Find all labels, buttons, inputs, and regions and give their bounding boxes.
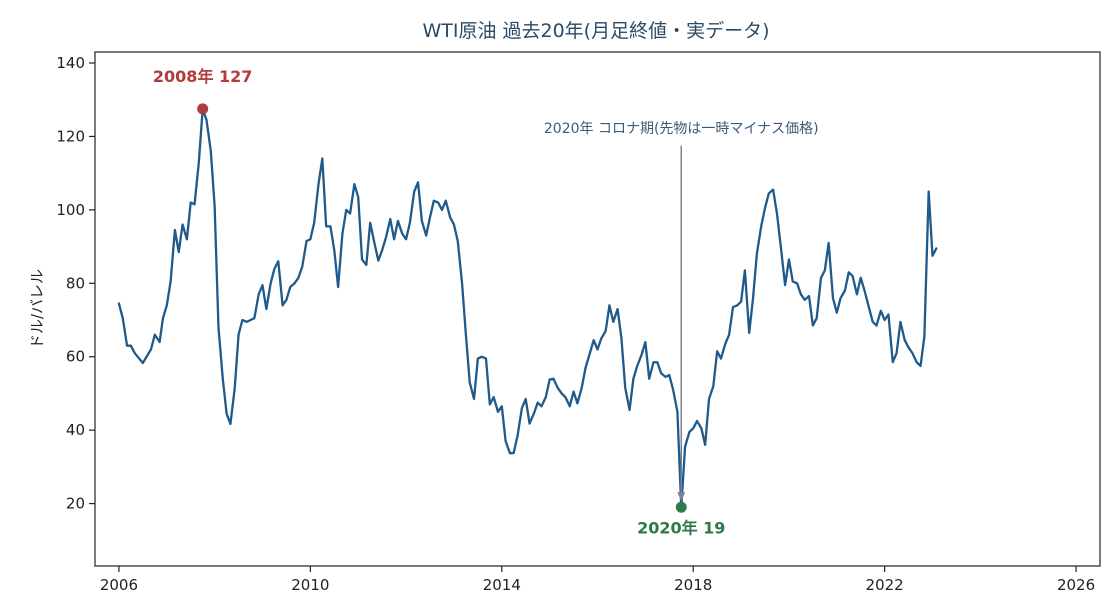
x-tick-label: 2006 [100,576,138,594]
y-tick-label: 80 [66,274,85,292]
series-line [117,107,938,509]
annotation-marker [675,501,687,513]
chart-title: WTI原油 過去20年(月足終値・実データ) [422,20,769,42]
annotation-label: 2008年 127 [153,67,253,86]
x-tick-label: 2010 [291,576,329,594]
series-layer [117,107,938,509]
y-axis-label: ドル/バレル [28,269,46,349]
y-tick-label: 140 [56,54,85,72]
x-tick-label: 2022 [866,576,904,594]
x-axis: 2006 2010 2014 2018 2022 2026 [100,566,1095,594]
annotation-layer: 2020年 コロナ期(先物は一時マイナス価格) 2008年 127 2020年 19 [153,67,819,537]
y-tick-label: 20 [66,495,85,513]
x-tick-label: 2026 [1057,576,1095,594]
annotation-label: 2020年 19 [637,518,725,537]
plot-frame [94,51,1101,567]
y-tick-label: 40 [66,421,85,439]
arrow-head [677,492,686,502]
y-tick-label: 120 [56,127,85,145]
y-axis: 20 40 60 80 100 120 140 [56,54,95,513]
annotation-marker [197,103,209,115]
x-tick-label: 2014 [483,576,521,594]
arrow-note-text: 2020年 コロナ期(先物は一時マイナス価格) [544,121,819,137]
y-tick-label: 60 [66,348,85,366]
x-tick-label: 2018 [674,576,712,594]
y-tick-label: 100 [56,201,85,219]
